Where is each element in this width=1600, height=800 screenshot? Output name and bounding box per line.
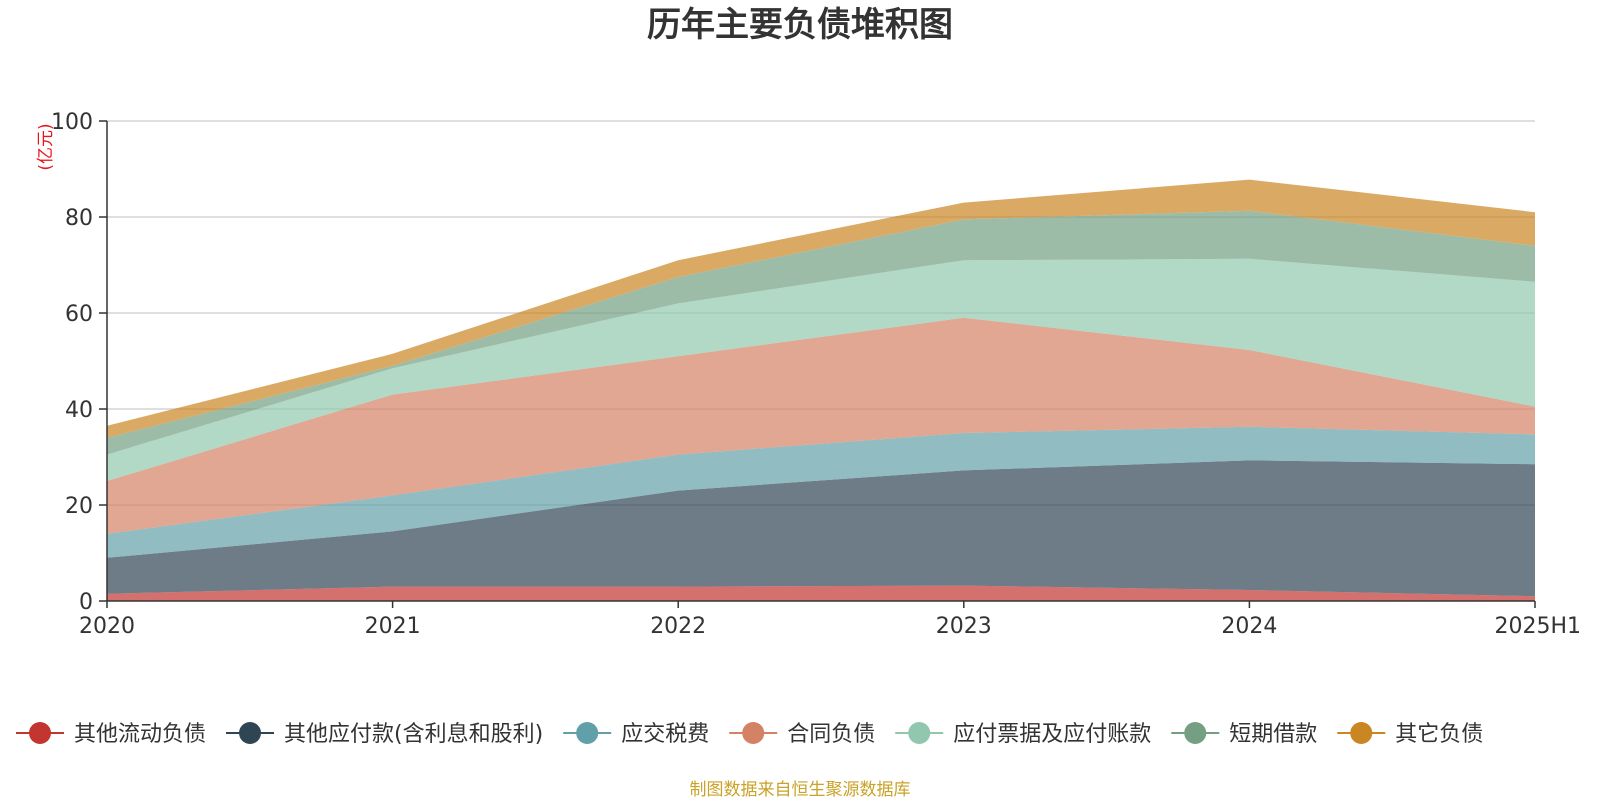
y-tick-label: 0 [79,590,93,615]
y-tick-label: 60 [65,302,93,327]
area-series-band [107,179,1535,438]
area-series-band [107,317,1535,534]
legend-label: 其它负债 [1395,722,1483,747]
legend-item[interactable]: 短期借款 [1171,722,1317,747]
legend-marker [576,722,599,744]
y-tick-label: 100 [51,110,93,135]
legend-item[interactable]: 其它负债 [1337,722,1483,747]
legend-label: 合同负债 [787,722,875,747]
legend-item[interactable]: 其他应付款(含利息和股利) [226,722,543,747]
legend-marker [239,722,262,744]
legend: 其他流动负债 其他应付款(含利息和股利) 应交税费 合同负债 应付票据及应付账款 短期借款… [16,722,1483,747]
legend-marker [908,722,931,744]
y-tick-label: 80 [65,206,93,231]
legend-label: 应交税费 [621,722,709,747]
legend-item[interactable]: 应交税费 [563,722,709,747]
legend-label: 应付票据及应付账款 [953,722,1151,747]
chart-title: 历年主要负债堆积图 [647,5,953,45]
area-series-band [107,426,1535,558]
legend-label: 其他流动负债 [74,722,206,747]
legend-marker [1350,722,1373,744]
y-axis-unit: (亿元) [36,123,56,170]
area-series-band [107,258,1535,481]
legend-item[interactable]: 应付票据及应付账款 [895,722,1151,747]
legend-marker [1184,722,1207,744]
legend-item[interactable]: 合同负债 [729,722,875,747]
axes [106,121,1535,602]
legend-marker [29,722,51,744]
legend-marker [742,722,765,744]
legend-label: 短期借款 [1229,722,1317,747]
area-series-band [107,585,1535,601]
legend-label: 其他应付款(含利息和股利) [284,722,543,747]
x-tick-label: 2023 [936,614,992,639]
x-tick-label: 2022 [650,614,706,639]
x-tick-label: 2021 [365,614,421,639]
x-axis-ticks: 2020 2021 2022 2023 2024 2025H1 [79,601,1581,639]
legend-item[interactable]: 其他流动负债 [16,722,206,747]
y-tick-label: 20 [65,494,93,519]
x-tick-label: 2020 [79,614,135,639]
y-axis-ticks: 0 20 40 60 80 100 [51,110,107,615]
area-series-band [107,210,1535,455]
area-series [107,179,1535,601]
x-tick-label: 2025H1 [1494,614,1581,639]
y-tick-label: 40 [65,398,93,423]
x-tick-label: 2024 [1221,614,1277,639]
area-series-band [107,460,1535,597]
source-note: 制图数据来自恒生聚源数据库 [690,780,911,800]
